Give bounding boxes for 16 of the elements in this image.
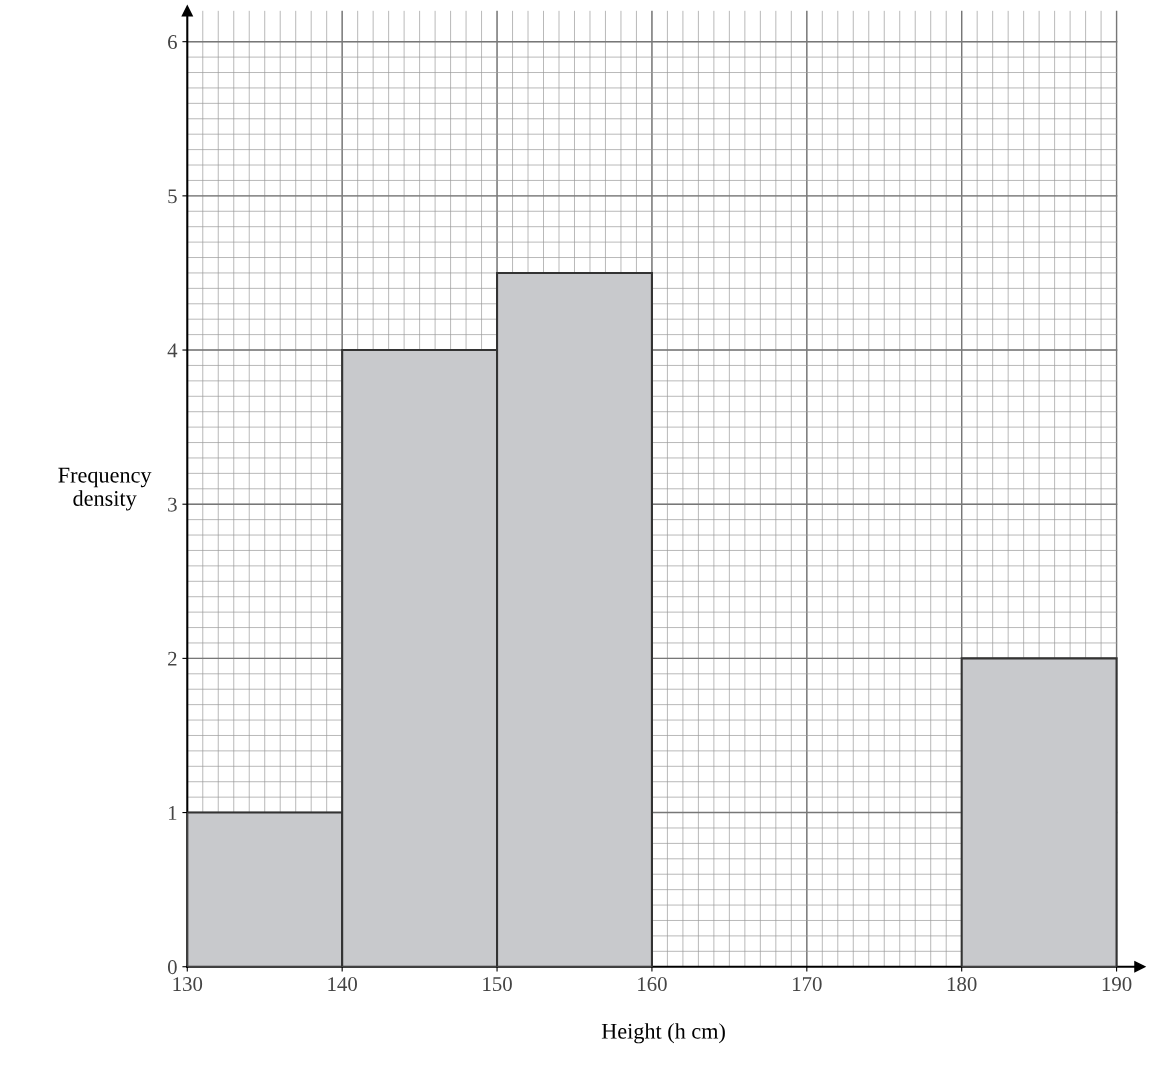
y-tick-label: 1 [168, 806, 177, 820]
y-tick-label: 3 [168, 497, 177, 512]
x-tick-label: 170 [793, 977, 822, 992]
x-tick-label: 140 [328, 977, 357, 992]
x-tick-label: 160 [638, 977, 667, 992]
x-tick-label: 130 [173, 977, 203, 992]
y-tick-label: 2 [168, 651, 177, 666]
y-axis-title: Frequency density [58, 467, 152, 511]
x-tick-label: 180 [947, 977, 977, 992]
y-tick-label: 4 [167, 343, 178, 358]
x-tick-label: 190 [1102, 977, 1132, 992]
y-tick-label: 5 [168, 189, 177, 204]
y-tick-label: 6 [168, 35, 177, 50]
y-tick-label: 0 [167, 960, 177, 975]
x-tick-label: 150 [483, 977, 512, 992]
x-axis-title: Height (h cm) [601, 1023, 725, 1044]
